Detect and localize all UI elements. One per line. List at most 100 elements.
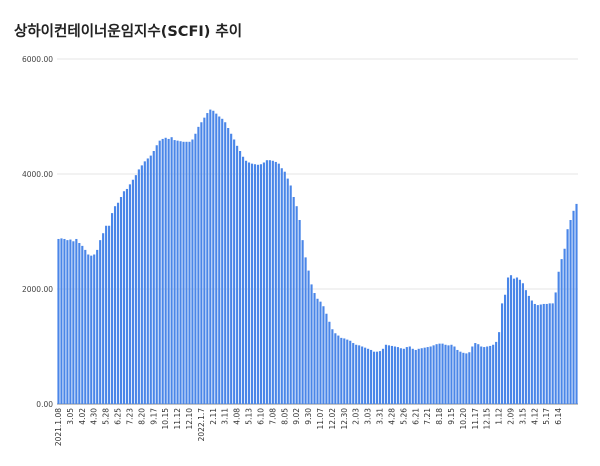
bar bbox=[414, 349, 417, 404]
x-tick-label: 9.30 bbox=[304, 408, 313, 425]
bar bbox=[307, 270, 310, 404]
bar bbox=[75, 238, 78, 404]
bars bbox=[57, 109, 578, 405]
bar bbox=[361, 346, 364, 404]
bar bbox=[539, 304, 542, 404]
bar bbox=[96, 249, 99, 404]
x-tick-label: 5.26 bbox=[399, 408, 408, 425]
bar bbox=[334, 333, 337, 404]
bar bbox=[230, 133, 233, 404]
bar bbox=[489, 345, 492, 404]
bar bbox=[87, 254, 90, 404]
bar bbox=[128, 184, 132, 404]
bar bbox=[542, 303, 545, 404]
bar bbox=[575, 203, 578, 404]
bar bbox=[533, 303, 536, 404]
x-tick-label: 5.17 bbox=[542, 408, 551, 425]
bar bbox=[268, 160, 271, 404]
bar bbox=[456, 349, 459, 404]
bar bbox=[325, 313, 328, 404]
x-tick-label: 4.08 bbox=[233, 408, 242, 425]
bar bbox=[536, 305, 539, 404]
bar bbox=[310, 284, 313, 404]
bar bbox=[227, 128, 230, 404]
bar bbox=[527, 295, 530, 404]
bar bbox=[274, 161, 277, 404]
bar bbox=[113, 206, 117, 404]
bar bbox=[111, 213, 114, 404]
bar bbox=[215, 113, 218, 405]
x-tick-label: 3.15 bbox=[518, 408, 527, 425]
bar bbox=[250, 163, 254, 404]
bar bbox=[173, 140, 176, 404]
bar bbox=[554, 292, 557, 404]
bar bbox=[328, 321, 331, 404]
bar bbox=[441, 343, 444, 405]
bar bbox=[572, 210, 575, 404]
bar bbox=[432, 345, 435, 404]
bar bbox=[468, 352, 471, 404]
x-tick-label: 2021.1.08 bbox=[54, 408, 63, 446]
bar bbox=[426, 347, 429, 404]
bar bbox=[256, 164, 260, 404]
x-axis: 2021.1.08 3.05 4.02 4.30 5.28 6.25 7.23 8.20 9.1… bbox=[54, 408, 563, 446]
bar bbox=[280, 168, 283, 404]
x-tick-label: 12.02 bbox=[328, 408, 337, 430]
bar bbox=[390, 345, 393, 404]
bar bbox=[435, 344, 438, 404]
x-tick-label: 3.05 bbox=[66, 408, 75, 425]
x-tick-label: 11.17 bbox=[471, 408, 480, 430]
bar bbox=[265, 160, 268, 404]
bar bbox=[277, 163, 280, 404]
y-tick-label: 2000.00 bbox=[22, 285, 53, 294]
bar bbox=[200, 122, 203, 404]
bar bbox=[399, 348, 402, 404]
bar bbox=[557, 271, 560, 404]
bar bbox=[417, 348, 420, 404]
x-tick-label: 10.20 bbox=[459, 408, 468, 430]
bar bbox=[521, 283, 524, 404]
bar bbox=[161, 138, 164, 404]
bar bbox=[423, 347, 426, 404]
x-tick-label: 12.30 bbox=[340, 408, 349, 430]
bar bbox=[149, 155, 152, 404]
bar bbox=[271, 160, 274, 404]
x-tick-label: 7.23 bbox=[125, 408, 134, 425]
bar bbox=[224, 122, 227, 404]
x-tick-label: 5.13 bbox=[245, 408, 254, 425]
x-tick-label: 1.12 bbox=[495, 408, 504, 425]
bar bbox=[355, 344, 358, 404]
bar bbox=[319, 301, 322, 404]
bar bbox=[367, 348, 370, 404]
bar bbox=[313, 293, 316, 404]
bar bbox=[560, 259, 563, 404]
bar bbox=[167, 138, 170, 404]
bar bbox=[286, 178, 289, 404]
bar bbox=[81, 245, 84, 405]
bar bbox=[408, 346, 411, 404]
bar bbox=[503, 294, 507, 404]
bar bbox=[370, 349, 373, 404]
bar bbox=[483, 347, 486, 404]
bar bbox=[498, 332, 501, 405]
bar bbox=[90, 255, 93, 404]
bar bbox=[176, 140, 179, 404]
bar bbox=[465, 353, 468, 404]
x-tick-label: 2.03 bbox=[352, 408, 361, 425]
y-tick-label: 4000.00 bbox=[22, 170, 53, 179]
bar bbox=[84, 249, 87, 404]
bar bbox=[253, 164, 257, 404]
x-tick-label: 9.02 bbox=[292, 408, 301, 425]
bar bbox=[506, 277, 510, 404]
bar bbox=[188, 141, 191, 405]
x-tick-label: 9.15 bbox=[447, 408, 456, 425]
bar bbox=[459, 351, 462, 404]
bar bbox=[247, 162, 251, 404]
bar bbox=[212, 110, 215, 404]
bar bbox=[396, 347, 399, 404]
bar bbox=[387, 345, 391, 404]
y-axis: 0.00 2000.00 4000.00 6000.00 bbox=[22, 55, 53, 409]
bar bbox=[566, 229, 569, 404]
x-tick-label: 8.20 bbox=[137, 408, 146, 425]
